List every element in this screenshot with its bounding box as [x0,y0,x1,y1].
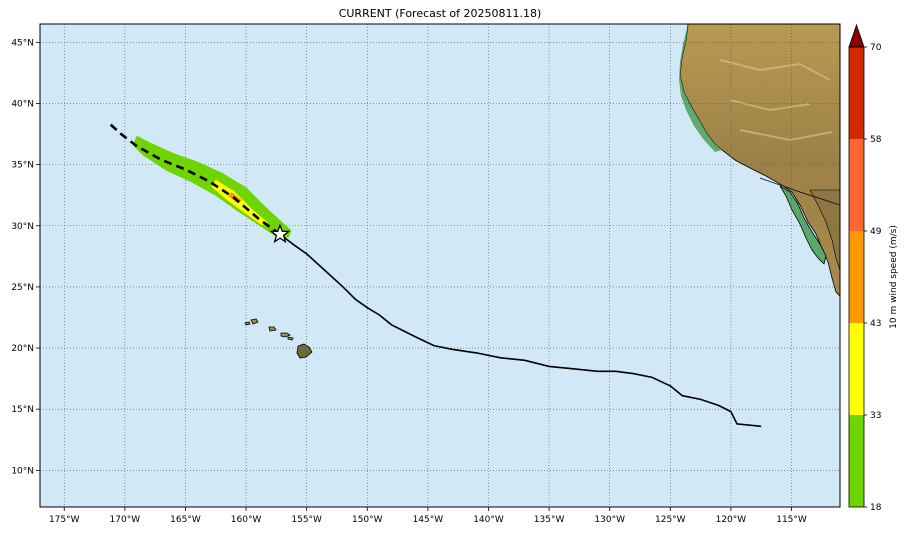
colorbar-tick-label: 49 [870,227,882,237]
lon-tick-label: 160°W [231,515,262,525]
colorbar-tick-label: 43 [870,319,881,329]
colorbar-tick-label: 70 [870,43,882,53]
colorbar-segment [849,323,864,415]
lon-tick-label: 130°W [594,515,625,525]
coastal-green-belt [679,24,722,152]
border-line [759,177,840,206]
colorbar-segment [849,415,864,507]
graticule [40,24,840,507]
colorbar-tick-label: 58 [870,135,882,145]
lon-tick-label: 170°W [110,515,141,525]
current-position-star [269,223,291,244]
lon-tick-label: 165°W [170,515,201,525]
lat-tick-label: 35°N [11,161,34,171]
mexico-mainland [809,189,840,271]
colorbar-tick-label: 18 [870,503,882,513]
lat-tick-label: 45°N [11,38,34,48]
colorbar-segment [849,47,864,139]
storm-track [109,123,762,428]
map-axes: 175°W 170°W 165°W 160°W 155°W 150°W 145°W 140°W… [11,38,807,525]
colorbar-label: 10 m wind speed (m/s) [889,225,899,329]
lat-tick-label: 10°N [11,466,34,476]
map-frame [39,23,841,508]
lon-tick-label: 135°W [534,515,565,525]
map-title: CURRENT (Forecast of 20250811.18) [338,7,542,20]
lon-tick-label: 125°W [655,515,686,525]
lat-tick-label: 20°N [11,344,34,354]
wind-speed-colorbar: 18 33 43 49 58 70 10 m wind speed (m/s) [848,23,899,513]
past-track-line [279,233,762,428]
lon-tick-label: 145°W [413,515,444,525]
colorbar-frame [848,46,865,508]
colorbar-tick-label: 33 [870,411,881,421]
lon-tick-label: 150°W [352,515,383,525]
colorbar-segment [849,231,864,323]
lon-tick-label: 175°W [49,515,80,525]
hawaiian-islands [244,318,313,359]
lat-tick-label: 40°N [11,99,34,109]
colorbar-segment [849,139,864,231]
baja-peninsula [779,185,827,265]
inland-ridges [719,59,833,142]
lat-tick-label: 25°N [11,283,34,293]
forecast-track-line [109,123,281,236]
lat-tick-label: 15°N [11,405,34,415]
lat-tick-label: 30°N [11,222,34,232]
lon-tick-label: 140°W [473,515,504,525]
colorbar-extend-arrow [848,23,865,48]
lon-tick-label: 115°W [776,515,807,525]
lon-tick-label: 155°W [291,515,322,525]
lon-tick-label: 120°W [716,515,747,525]
